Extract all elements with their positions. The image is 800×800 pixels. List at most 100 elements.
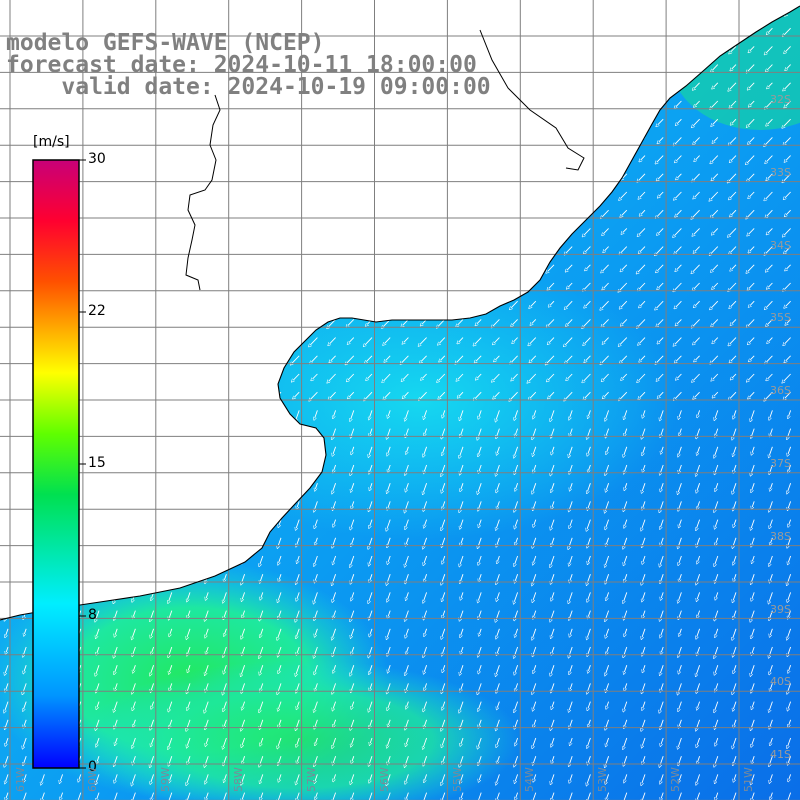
wind-vector: [697, 446, 701, 453]
wind-vector: [479, 519, 482, 526]
wind-vector: [570, 483, 573, 488]
wind-vector: [676, 155, 682, 161]
wind-vector: [548, 64, 555, 71]
wind-vector: [715, 574, 719, 581]
wind-vector: [130, 137, 136, 143]
wind-vector: [388, 555, 391, 562]
wind-vector: [529, 173, 537, 181]
wind-vector: [329, 27, 336, 35]
wind-vector: [97, 483, 100, 490]
wind-vector: [388, 610, 391, 617]
wind-vector: [694, 337, 700, 344]
wind-vector: [768, 27, 773, 32]
wind-vector: [643, 410, 646, 415]
wind-vector: [331, 355, 336, 361]
wind-vector: [511, 355, 518, 362]
wind-vector: [514, 337, 518, 342]
wind-vector: [312, 118, 318, 124]
wind-vector: [552, 483, 555, 490]
wind-vector: [256, 100, 264, 108]
wind-vector: [547, 355, 555, 363]
wind-vector: [622, 118, 628, 124]
wind-vector: [407, 446, 409, 452]
wind-vector: [494, 337, 500, 343]
wind-vector: [512, 64, 518, 71]
wind-vector: [351, 428, 355, 436]
wind-vector: [260, 464, 264, 472]
wind-vector: [475, 246, 482, 253]
wind-vector: [529, 118, 537, 126]
wind-vector: [732, 264, 737, 270]
wind-vector: [351, 464, 355, 473]
lon-label: 52W: [669, 767, 682, 792]
wind-vector: [369, 446, 373, 455]
wind-vector: [257, 155, 264, 162]
wind-vector: [789, 410, 792, 416]
wind-vector: [534, 610, 537, 617]
wind-vector: [420, 282, 427, 290]
wind-vector: [565, 391, 573, 399]
wind-vector: [768, 282, 773, 287]
wind-vector: [770, 555, 773, 564]
wind-vector: [570, 574, 573, 580]
wind-vector: [133, 483, 136, 491]
wind-vector: [677, 319, 682, 324]
wind-vector: [365, 391, 373, 399]
wind-vector: [752, 483, 755, 490]
wind-vector: [351, 410, 355, 419]
wind-vector: [713, 373, 719, 379]
river-border: [185, 94, 221, 291]
wind-vector: [402, 300, 409, 308]
wind-vector: [511, 46, 518, 53]
wind-vector: [385, 191, 391, 198]
wind-vector: [224, 574, 227, 580]
wind-vector: [786, 100, 791, 106]
wind-vector: [441, 155, 446, 160]
wind-vector: [566, 246, 573, 254]
wind-vector: [547, 155, 555, 163]
wind-vector: [331, 264, 336, 269]
wind-vector: [531, 355, 537, 361]
wind-vector: [497, 628, 500, 637]
wind-vector: [169, 555, 173, 563]
wind-vector: [494, 137, 500, 142]
wind-vector: [676, 100, 682, 107]
wind-vector: [531, 100, 537, 106]
wind-vector: [786, 264, 791, 269]
wind-vector: [658, 319, 664, 325]
wind-vector: [147, 355, 154, 363]
wind-vector: [205, 555, 209, 565]
wind-vector: [386, 155, 391, 161]
wind-vector: [693, 264, 700, 272]
wind-vector: [659, 191, 664, 196]
wind-vector: [114, 501, 118, 509]
wind-vector: [401, 246, 409, 254]
wind-vector: [202, 155, 209, 163]
wind-vector: [439, 337, 446, 344]
wind-vector: [315, 574, 318, 580]
wind-vector: [713, 27, 719, 33]
wind-vector: [402, 355, 409, 363]
wind-vector: [586, 209, 591, 214]
wind-vector: [605, 46, 609, 50]
wind-vector: [698, 410, 701, 415]
wind-vector: [604, 391, 609, 397]
wind-vector: [96, 519, 100, 528]
wind-vector: [242, 628, 246, 637]
wind-vector: [698, 610, 701, 616]
wind-vector: [570, 628, 573, 635]
wind-vector: [513, 118, 518, 124]
wind-vector: [585, 337, 591, 344]
wind-vector: [566, 300, 573, 307]
wind-vector: [205, 410, 209, 418]
wind-vector: [240, 355, 245, 360]
wind-vector: [713, 282, 719, 288]
wind-vector: [442, 628, 446, 637]
wind-vector: [784, 27, 791, 35]
wind-vector: [604, 137, 609, 142]
wind-vector: [657, 264, 664, 271]
wind-vector: [749, 337, 755, 343]
wind-vector: [552, 446, 555, 453]
wind-vector: [443, 610, 446, 616]
wind-vector: [93, 118, 100, 125]
